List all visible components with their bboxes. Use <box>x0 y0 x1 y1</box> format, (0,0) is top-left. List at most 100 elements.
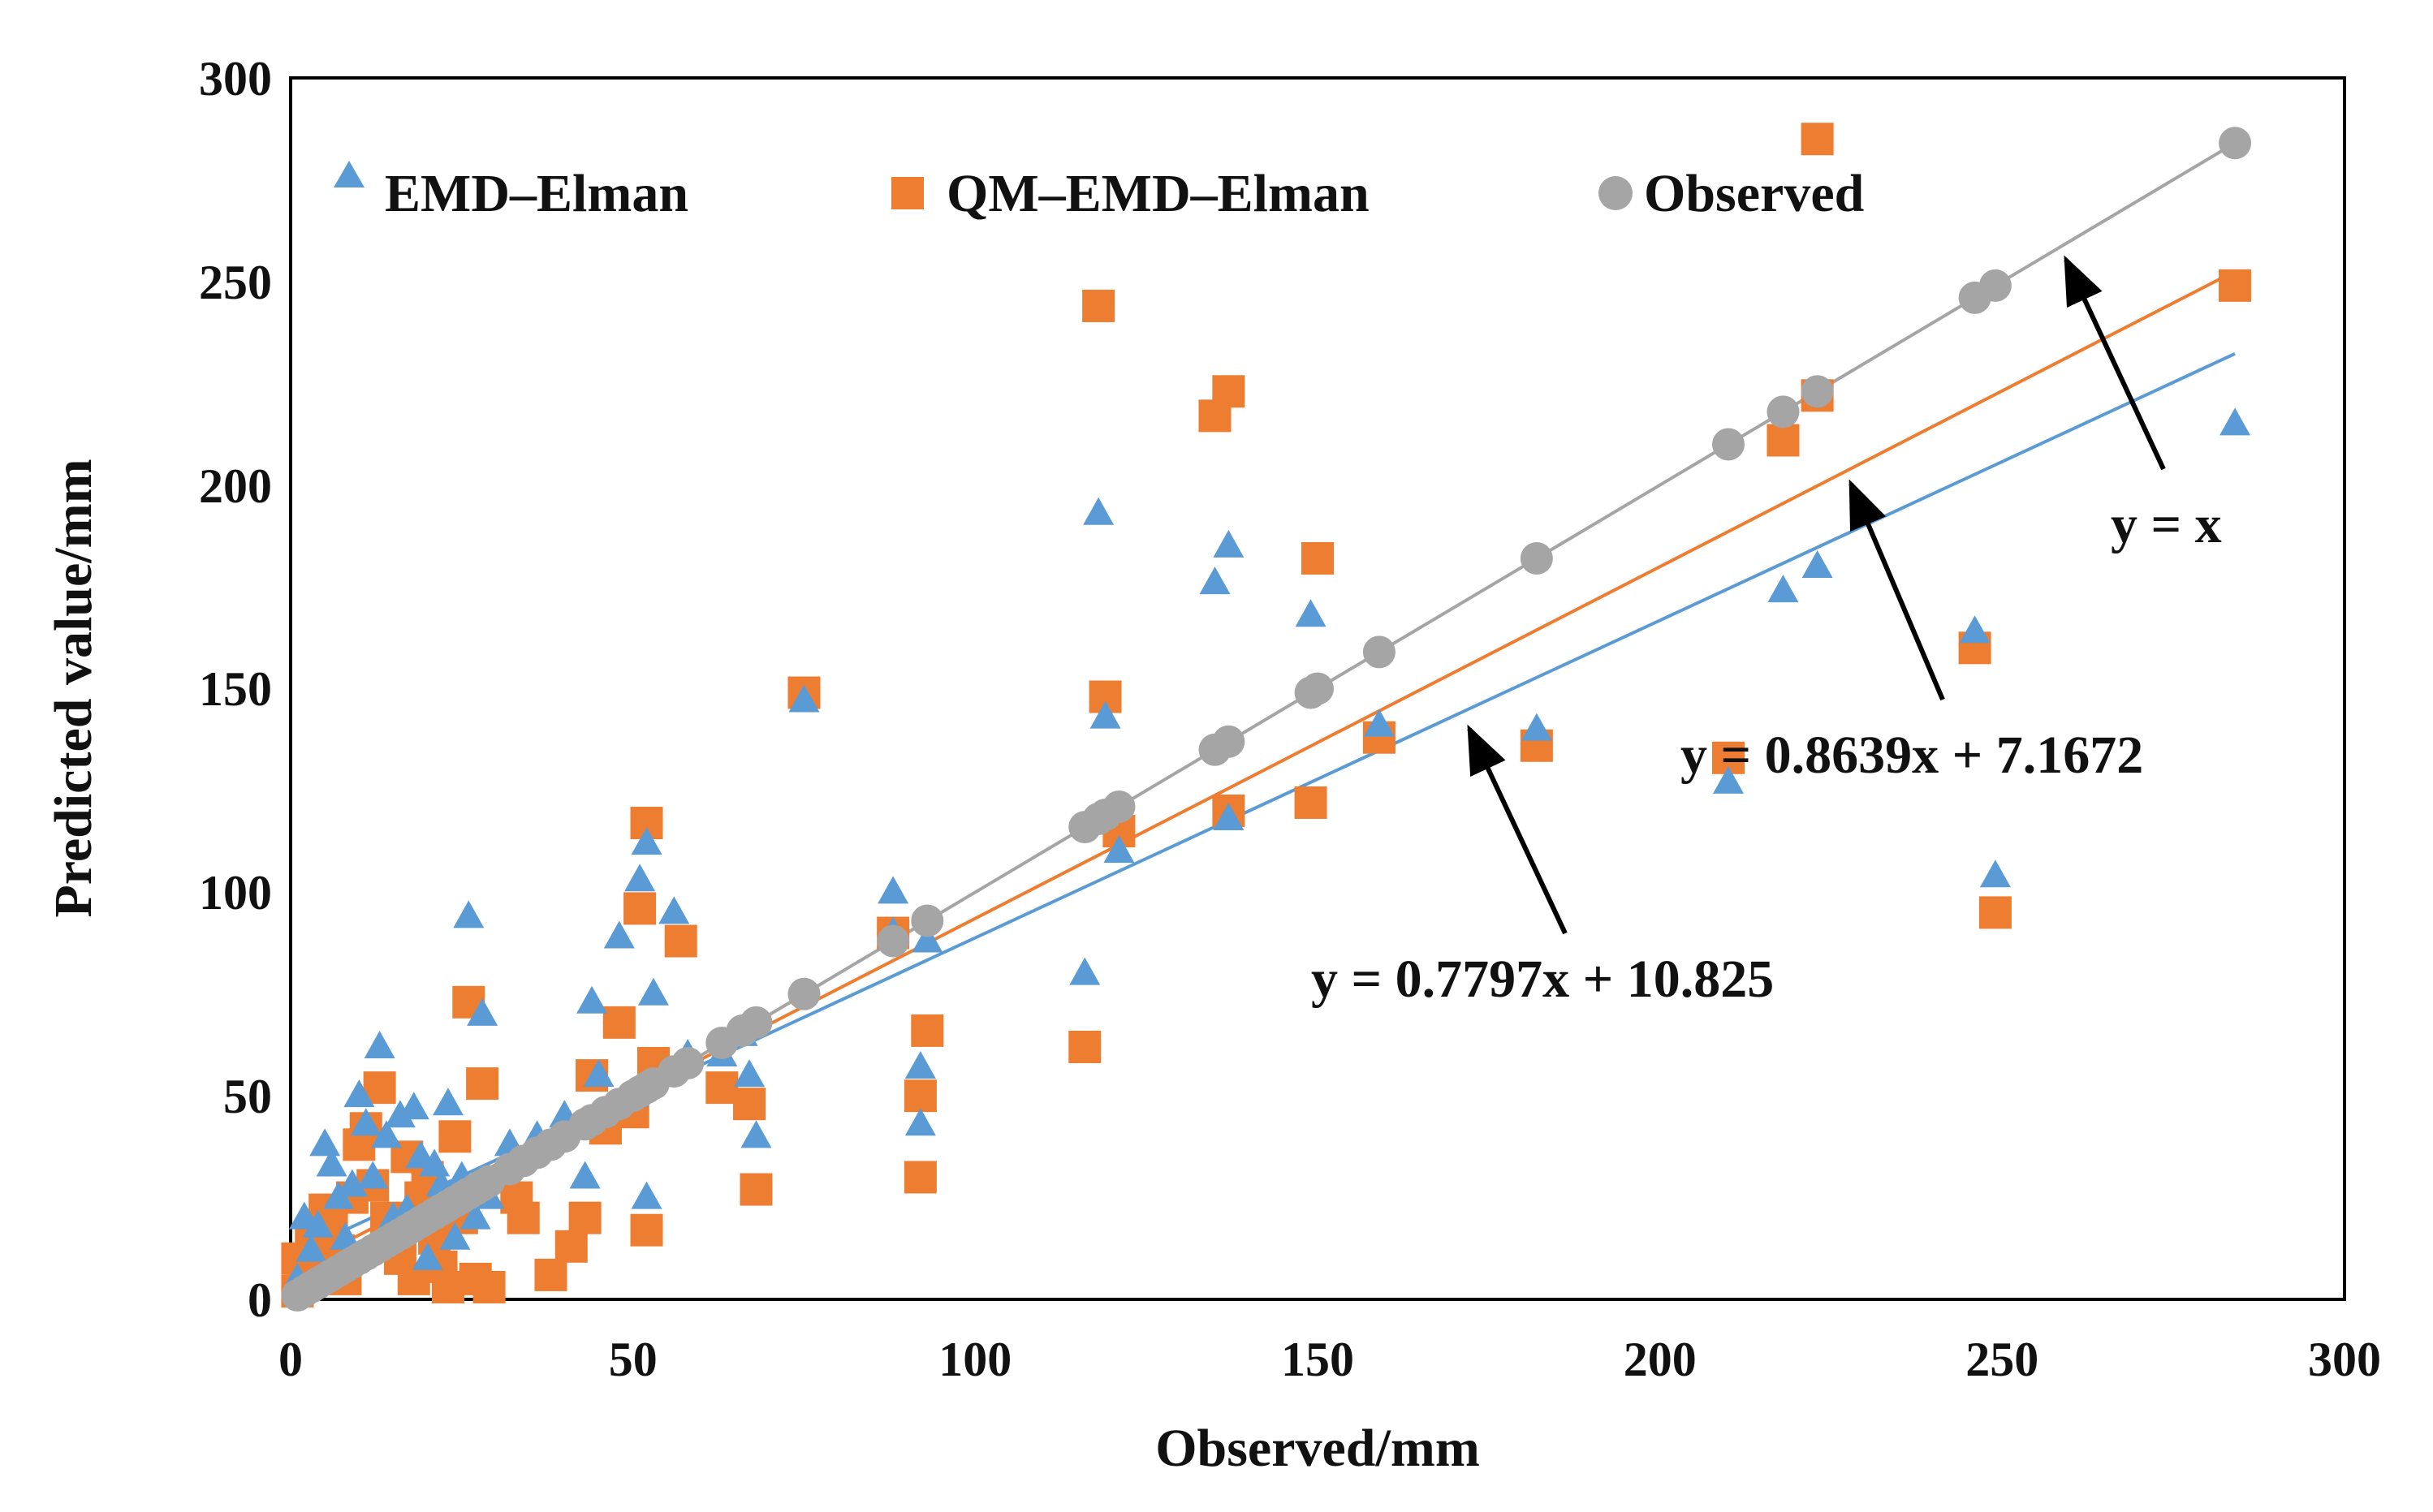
emd-elman-point <box>1089 700 1121 729</box>
x-tick-label: 300 <box>2308 1333 2381 1386</box>
observed-point <box>1362 635 1396 669</box>
arrow-emd-elman-fit <box>1467 724 1568 935</box>
observed-point <box>740 1006 773 1039</box>
legend-triangle-marker <box>334 161 365 187</box>
emd-elman-point <box>453 900 485 928</box>
legend-label-emd-elman: EMD–Elman <box>385 164 688 223</box>
emd-elman-point <box>398 1092 429 1120</box>
emd-elman-point <box>1363 709 1395 737</box>
emd-elman-point <box>336 1169 368 1197</box>
emd-elman-point <box>1521 713 1552 741</box>
qm-emd-elman-point <box>664 924 697 958</box>
qm-emd-elman-point <box>568 1201 602 1234</box>
emd-elman-point <box>364 1030 395 1058</box>
emd-elman-point <box>316 1148 347 1177</box>
x-tick-label: 250 <box>1965 1333 2038 1386</box>
emd-elman-point <box>371 1120 403 1148</box>
observed-point <box>1712 428 1745 461</box>
observed-point <box>1801 375 1834 408</box>
qm-emd-elman-point <box>2219 269 2252 302</box>
emd-elman-point <box>1069 957 1101 985</box>
qm-emd-elman-point <box>733 1088 766 1121</box>
y-tick-label: 100 <box>199 866 272 920</box>
emd-elman-point <box>569 1161 601 1189</box>
y-tick-label: 300 <box>199 52 272 106</box>
emd-elman-point <box>432 1088 464 1116</box>
data-points <box>281 123 2252 1312</box>
qm-emd-elman-point <box>507 1201 540 1234</box>
legend-circle-marker <box>1598 176 1633 210</box>
emd-elman-point <box>788 684 820 713</box>
emd-elman-point <box>904 1108 936 1136</box>
qm-emd-elman-point <box>431 1270 464 1303</box>
emd-elman-point <box>1713 765 1744 794</box>
emd-elman-point <box>912 924 943 953</box>
emd-elman-point <box>1103 835 1135 864</box>
emd-elman-point <box>1979 859 2011 888</box>
observed-point <box>877 924 910 958</box>
qm-emd-elman-point <box>1294 786 1327 819</box>
emd-elman-point <box>740 1120 772 1148</box>
emd-elman-point <box>603 920 635 949</box>
emd-elman-point <box>1199 566 1231 595</box>
qm-emd-elman-point <box>438 1120 472 1153</box>
observed-point <box>1102 790 1136 823</box>
observed-point <box>1520 541 1553 575</box>
legend-label-observed: Observed <box>1644 164 1864 223</box>
emd-elman-point <box>1295 599 1327 627</box>
emd-elman-point <box>1213 529 1245 558</box>
qm-emd-elman-point <box>1212 375 1245 408</box>
x-tick-label: 150 <box>1281 1333 1354 1386</box>
x-axis-ticks: 0 50 100 150 200 250 300 <box>278 1333 2381 1386</box>
y-tick-label: 150 <box>199 662 272 716</box>
qm-emd-elman-point <box>1767 424 1800 457</box>
emd-elman-point <box>412 1242 443 1270</box>
observed-point <box>1212 725 1245 758</box>
qm-emd-elman-point <box>602 1006 636 1039</box>
x-tick-label: 100 <box>938 1333 1012 1386</box>
emd-elman-point <box>439 1221 471 1250</box>
legend: EMD–Elman QM–EMD–Elman Observed <box>334 161 1864 223</box>
qm-emd-elman-point <box>623 892 657 925</box>
qm-emd-elman-point <box>904 1079 937 1113</box>
y-tick-label: 200 <box>199 459 272 513</box>
emd-elman-point <box>302 1209 334 1238</box>
emd-elman-point <box>576 985 608 1014</box>
emd-elman-point <box>631 827 662 855</box>
emd-elman-point <box>637 977 669 1006</box>
observed-point <box>911 904 944 937</box>
qm-emd-elman-point <box>472 1270 506 1303</box>
emd-elman-point <box>419 1148 451 1177</box>
qm-emd-elman-point <box>630 1213 663 1247</box>
qm-emd-elman-point <box>904 1161 937 1194</box>
emd-elman-point <box>583 1059 615 1088</box>
emd-elman-point <box>624 864 656 892</box>
annotations: y = x y = 0.8639x + 7.1672 y = 0.7797x +… <box>1311 255 2222 1009</box>
legend-square-marker <box>891 177 924 209</box>
emd-elman-point <box>1213 803 1245 831</box>
qm-emd-elman-point <box>740 1173 773 1206</box>
emd-elman-point <box>1767 575 1799 603</box>
emd-elman-point <box>904 1051 936 1079</box>
emd-elman-point <box>309 1128 341 1157</box>
y-tick-label: 50 <box>223 1070 272 1123</box>
observed-point <box>1978 269 2012 302</box>
emd-elman-point <box>1801 550 1833 578</box>
emd-elman-point <box>330 1221 361 1250</box>
observed-point <box>2219 127 2252 160</box>
annotation-y-equals-x: y = x <box>2111 495 2222 554</box>
emd-elman-point <box>295 1234 327 1262</box>
emd-elman-point <box>384 1100 416 1128</box>
observed-point <box>1767 395 1800 429</box>
qm-emd-elman-point <box>911 1014 944 1047</box>
emd-elman-point <box>631 1181 662 1209</box>
x-axis-label: Observed/mm <box>1155 1419 1480 1478</box>
x-tick-label: 50 <box>609 1333 658 1386</box>
annotation-emd-elman-fit: y = 0.7797x + 10.825 <box>1311 950 1774 1009</box>
observed-point <box>1301 672 1334 705</box>
observed-point <box>787 977 821 1010</box>
y-axis-ticks: 0 50 100 150 200 250 300 <box>199 52 272 1327</box>
qm-emd-elman-point <box>705 1071 739 1105</box>
emd-elman-point <box>350 1108 382 1136</box>
